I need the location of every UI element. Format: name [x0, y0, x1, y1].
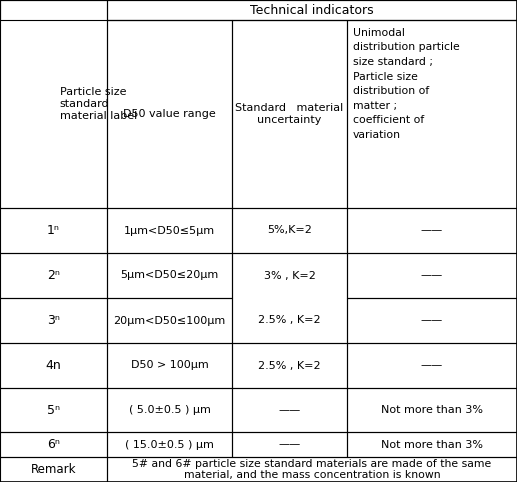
Bar: [232, 432, 347, 457]
Text: ——: ——: [421, 226, 443, 236]
Text: ——: ——: [278, 405, 300, 415]
Text: 2ⁿ: 2ⁿ: [47, 269, 60, 282]
Text: matter ;: matter ;: [353, 101, 397, 110]
Bar: [107, 432, 232, 457]
Bar: [0, 388, 107, 432]
Bar: [107, 0, 517, 20]
Text: 4n: 4n: [45, 359, 62, 372]
Text: distribution particle: distribution particle: [353, 42, 460, 53]
Text: Technical indicators: Technical indicators: [250, 3, 374, 16]
Text: Not more than 3%: Not more than 3%: [381, 405, 483, 415]
Bar: [107, 20, 232, 208]
Bar: [107, 388, 232, 432]
Text: distribution of: distribution of: [353, 86, 429, 96]
Bar: [0, 208, 107, 253]
Bar: [347, 388, 517, 432]
Text: 2.5% , K=2: 2.5% , K=2: [258, 316, 321, 325]
Text: 3ⁿ: 3ⁿ: [47, 314, 60, 327]
Text: ——: ——: [421, 361, 443, 371]
Text: 5μm<D50≤20μm: 5μm<D50≤20μm: [120, 270, 219, 281]
Text: coefficient of: coefficient of: [353, 115, 424, 125]
Bar: [347, 298, 517, 343]
Bar: [107, 298, 232, 343]
Bar: [347, 253, 517, 298]
Bar: [347, 343, 517, 388]
Text: 5%,K=2: 5%,K=2: [267, 226, 312, 236]
Bar: [107, 208, 232, 253]
Text: Remark: Remark: [31, 463, 76, 476]
Text: 1ⁿ: 1ⁿ: [47, 224, 60, 237]
Text: D50 value range: D50 value range: [123, 109, 216, 119]
Bar: [0, 0, 107, 208]
Bar: [107, 343, 232, 388]
Bar: [232, 343, 347, 388]
Bar: [347, 20, 517, 208]
Text: D50 > 100μm: D50 > 100μm: [131, 361, 208, 371]
Text: 5ⁿ: 5ⁿ: [47, 403, 60, 416]
Text: ——: ——: [278, 440, 300, 450]
Text: 6ⁿ: 6ⁿ: [47, 438, 60, 451]
Text: Particle size: Particle size: [353, 71, 418, 81]
Text: 1μm<D50≤5μm: 1μm<D50≤5μm: [124, 226, 215, 236]
Text: variation: variation: [353, 130, 401, 139]
Text: size standard ;: size standard ;: [353, 57, 433, 67]
Bar: [232, 208, 347, 253]
Text: 5# and 6# particle size standard materials are made of the same
material, and th: 5# and 6# particle size standard materia…: [132, 459, 492, 480]
Bar: [0, 298, 107, 343]
Bar: [0, 253, 107, 298]
Bar: [0, 0, 517, 20]
Bar: [347, 432, 517, 457]
Text: Unimodal: Unimodal: [353, 28, 405, 38]
Bar: [347, 208, 517, 253]
Text: ——: ——: [421, 316, 443, 325]
Text: Not more than 3%: Not more than 3%: [381, 440, 483, 450]
Bar: [232, 20, 347, 208]
Text: 2.5% , K=2: 2.5% , K=2: [258, 361, 321, 371]
Text: 20μm<D50≤100μm: 20μm<D50≤100μm: [113, 316, 225, 325]
Bar: [232, 253, 347, 343]
Text: ——: ——: [421, 270, 443, 281]
Bar: [0, 343, 107, 388]
Bar: [0, 432, 107, 457]
Bar: [232, 388, 347, 432]
Text: ( 5.0±0.5 ) μm: ( 5.0±0.5 ) μm: [129, 405, 210, 415]
Bar: [107, 457, 517, 482]
Text: ( 15.0±0.5 ) μm: ( 15.0±0.5 ) μm: [125, 440, 214, 450]
Text: 3% , K=2: 3% , K=2: [264, 270, 315, 281]
Text: Particle size
standard
material label: Particle size standard material label: [59, 87, 137, 120]
Bar: [107, 253, 232, 298]
Text: Standard   material
uncertainty: Standard material uncertainty: [235, 103, 344, 125]
Bar: [0, 457, 107, 482]
